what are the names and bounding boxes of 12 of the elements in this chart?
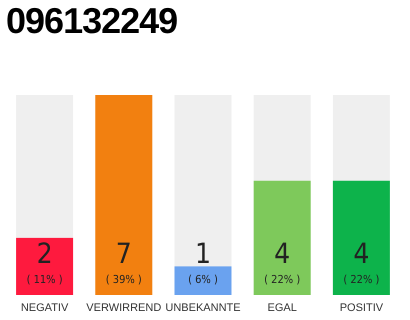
data-label: 7 ( 39% ) bbox=[106, 237, 142, 286]
x-tick-label: EGAL bbox=[268, 302, 297, 314]
data-label: 2 ( 11% ) bbox=[26, 237, 63, 286]
data-label: 1 ( 6% ) bbox=[188, 237, 218, 286]
bar bbox=[174, 266, 232, 295]
x-tick-label: VERWIRREND bbox=[86, 302, 162, 314]
x-tick-label: POSITIV bbox=[340, 302, 384, 314]
x-tick-label: UNBEKANNTE bbox=[165, 302, 241, 314]
chart-title: 096132249 bbox=[6, 0, 178, 42]
data-label: 4 ( 22% ) bbox=[264, 237, 300, 286]
data-label: 4 ( 22% ) bbox=[343, 237, 380, 286]
x-tick-label: NEGATIV bbox=[20, 302, 69, 314]
